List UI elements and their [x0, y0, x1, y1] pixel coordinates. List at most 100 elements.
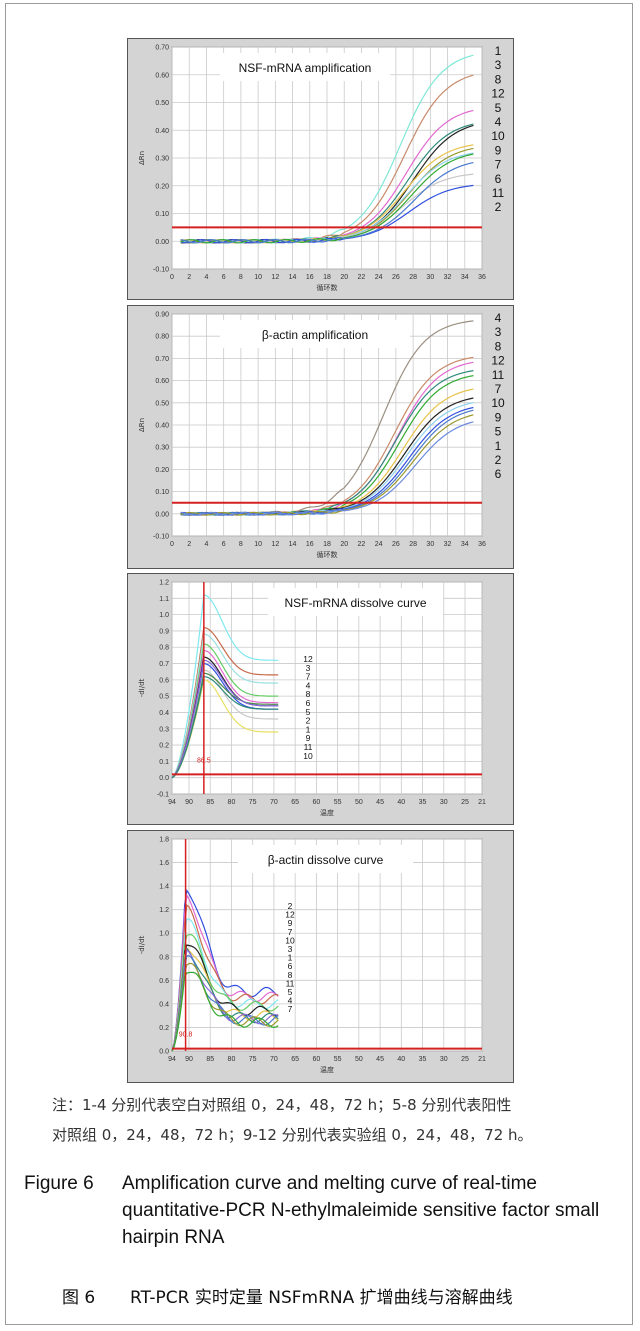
x-tick-label: 14: [289, 274, 297, 281]
x-tick-label: 0: [170, 274, 174, 281]
x-tick-label: 12: [271, 274, 279, 281]
curve-label: 4: [495, 115, 502, 129]
x-tick-label: 30: [440, 799, 448, 806]
x-tick-label: 22: [358, 541, 366, 548]
y-tick-label: 0.30: [155, 156, 169, 163]
y-tick-label: 0.3: [159, 726, 169, 733]
y-tick-label: 0.70: [155, 356, 169, 363]
curve-label: 6: [495, 172, 502, 186]
x-tick-label: 20: [340, 541, 348, 548]
curve-label: 8: [288, 970, 293, 980]
x-tick-label: 60: [312, 1056, 320, 1063]
y-tick-label: -0.1: [157, 792, 169, 799]
x-tick-label: 94: [168, 799, 176, 806]
curve-label: 9: [306, 733, 311, 743]
curve-label: 11: [304, 742, 313, 752]
x-tick-label: 80: [228, 799, 236, 806]
y-tick-label: 0.0: [159, 775, 169, 782]
x-tick-label: 26: [392, 541, 400, 548]
x-tick-label: 30: [426, 274, 434, 281]
curve-label: 7: [288, 927, 293, 937]
y-tick-label: 0.70: [155, 45, 169, 52]
x-axis-label: 循环数: [317, 550, 338, 559]
y-tick-label: 0.2: [159, 743, 169, 750]
x-tick-label: 65: [291, 799, 299, 806]
curve-label: 11: [492, 186, 505, 200]
x-tick-label: 28: [409, 274, 417, 281]
x-tick-label: 80: [228, 1056, 236, 1063]
series-line-11: [171, 659, 279, 779]
melt-temp-label: 90.8: [179, 1032, 193, 1039]
curve-label: 6: [306, 698, 311, 708]
y-axis-label: ΔRn: [138, 151, 146, 165]
x-tick-label: 10: [254, 541, 262, 548]
x-tick-label: 2: [187, 541, 191, 548]
chart-title: β-actin dissolve curve: [268, 853, 384, 867]
chart-title-box: [268, 588, 443, 616]
curve-label: 7: [495, 382, 502, 396]
chart-title-box: [220, 53, 390, 81]
x-tick-label: 34: [461, 274, 469, 281]
series-line-12: [171, 594, 279, 779]
curve-label: 2: [495, 200, 502, 214]
x-tick-label: 4: [204, 541, 208, 548]
curve-label: 1: [288, 953, 293, 963]
x-tick-label: 26: [392, 274, 400, 281]
chart-panel-3: 94 90 85 80 75 70 65 60 55 50 45 40 35 30 25 21 -0.1 0.0 0…: [127, 573, 514, 825]
x-tick-label: 16: [306, 274, 314, 281]
x-tick-label: 40: [397, 1056, 405, 1063]
curve-label: 2: [306, 716, 311, 726]
x-tick-label: 21: [478, 799, 486, 806]
y-tick-label: 0.2: [159, 1025, 169, 1032]
curve-label: 2: [495, 453, 502, 467]
x-tick-label: 18: [323, 541, 331, 548]
y-tick-label: 0.1: [159, 759, 169, 766]
y-tick-label: 0.30: [155, 445, 169, 452]
curve-label: 3: [306, 663, 311, 673]
x-tick-label: 36: [478, 274, 486, 281]
y-tick-label: 0.60: [155, 378, 169, 385]
y-tick-label: 1.2: [159, 907, 169, 914]
x-tick-label: 10: [254, 274, 262, 281]
x-tick-label: 35: [419, 799, 427, 806]
note-line-2: 对照组 0，24，48，72 h；9-12 分别代表实验组 0，24，48，72…: [52, 1126, 533, 1144]
y-tick-label: 0.50: [155, 100, 169, 107]
x-tick-label: 85: [206, 1056, 214, 1063]
curve-label: 5: [495, 425, 502, 439]
x-tick-label: 50: [355, 1056, 363, 1063]
x-axis-label: 温度: [320, 1065, 334, 1074]
y-tick-label: 0.40: [155, 128, 169, 135]
curve-label: 7: [288, 1004, 293, 1014]
x-tick-label: 14: [289, 541, 297, 548]
x-tick-label: 40: [397, 799, 405, 806]
x-axis-label: 循环数: [317, 283, 338, 292]
x-tick-label: 55: [334, 799, 342, 806]
y-tick-label: 0.00: [155, 511, 169, 518]
curve-label: 7: [495, 158, 502, 172]
y-tick-label: 0.0: [159, 1049, 169, 1056]
curve-label: 9: [495, 410, 502, 424]
curve-label: 3: [288, 944, 293, 954]
x-tick-label: 21: [478, 1056, 486, 1063]
curve-label: 12: [491, 87, 505, 101]
y-tick-label: 1.1: [159, 596, 169, 603]
y-tick-label: 0.6: [159, 978, 169, 985]
x-tick-label: 6: [222, 274, 226, 281]
chart-bactin-dissolve: 94 90 85 80 75 70 65 60 55 50 45 40 35 30 25 210.00.20.…: [138, 837, 486, 1075]
y-tick-label: 1.2: [159, 580, 169, 587]
x-tick-label: 65: [291, 1056, 299, 1063]
curve-label: 10: [303, 751, 313, 761]
curve-label: 4: [288, 996, 293, 1006]
x-tick-label: 24: [375, 541, 383, 548]
x-tick-label: 90: [185, 799, 193, 806]
y-tick-label: 0.60: [155, 72, 169, 79]
curve-label: 2: [288, 901, 293, 911]
x-tick-label: 24: [375, 274, 383, 281]
curve-label: 3: [495, 58, 502, 72]
y-tick-label: 0.50: [155, 400, 169, 407]
figure-caption-cn: 图 6 RT-PCR 实时定量 NSFmRNA 扩增曲线与溶解曲线: [62, 1283, 622, 1308]
curve-label: 8: [495, 72, 502, 86]
chart-panel-4: 94 90 85 80 75 70 65 60 55 50 45 40 35 30 25 21 0.0 0.2 0.…: [127, 830, 514, 1083]
curve-label: 8: [306, 689, 311, 699]
series-line-4: [171, 971, 279, 1052]
